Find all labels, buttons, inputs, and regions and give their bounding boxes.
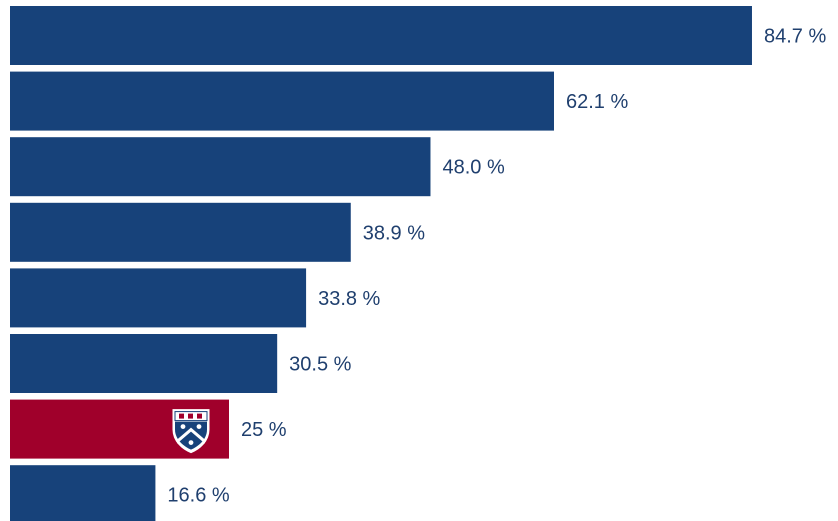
bar-value-label-2: 48.0 % [442,157,504,179]
bar-value-label-0: 84.7 % [764,26,826,48]
bar-1 [10,71,554,131]
bar-value-label-1: 62.1 % [566,91,628,113]
penn-shield-icon [172,409,210,454]
bar-value-label-5: 30.5 % [289,354,351,376]
bar-3 [10,202,351,262]
bar-4 [10,268,307,328]
bar-2 [10,137,431,197]
bar-7 [10,465,156,521]
bar-value-label-6: 25 % [241,419,287,441]
bar-value-label-7: 16.6 % [167,485,229,507]
bar-5 [10,334,278,393]
bar-0 [10,6,752,65]
bar-value-label-3: 38.9 % [363,222,425,244]
bar-value-label-4: 33.8 % [318,288,380,310]
